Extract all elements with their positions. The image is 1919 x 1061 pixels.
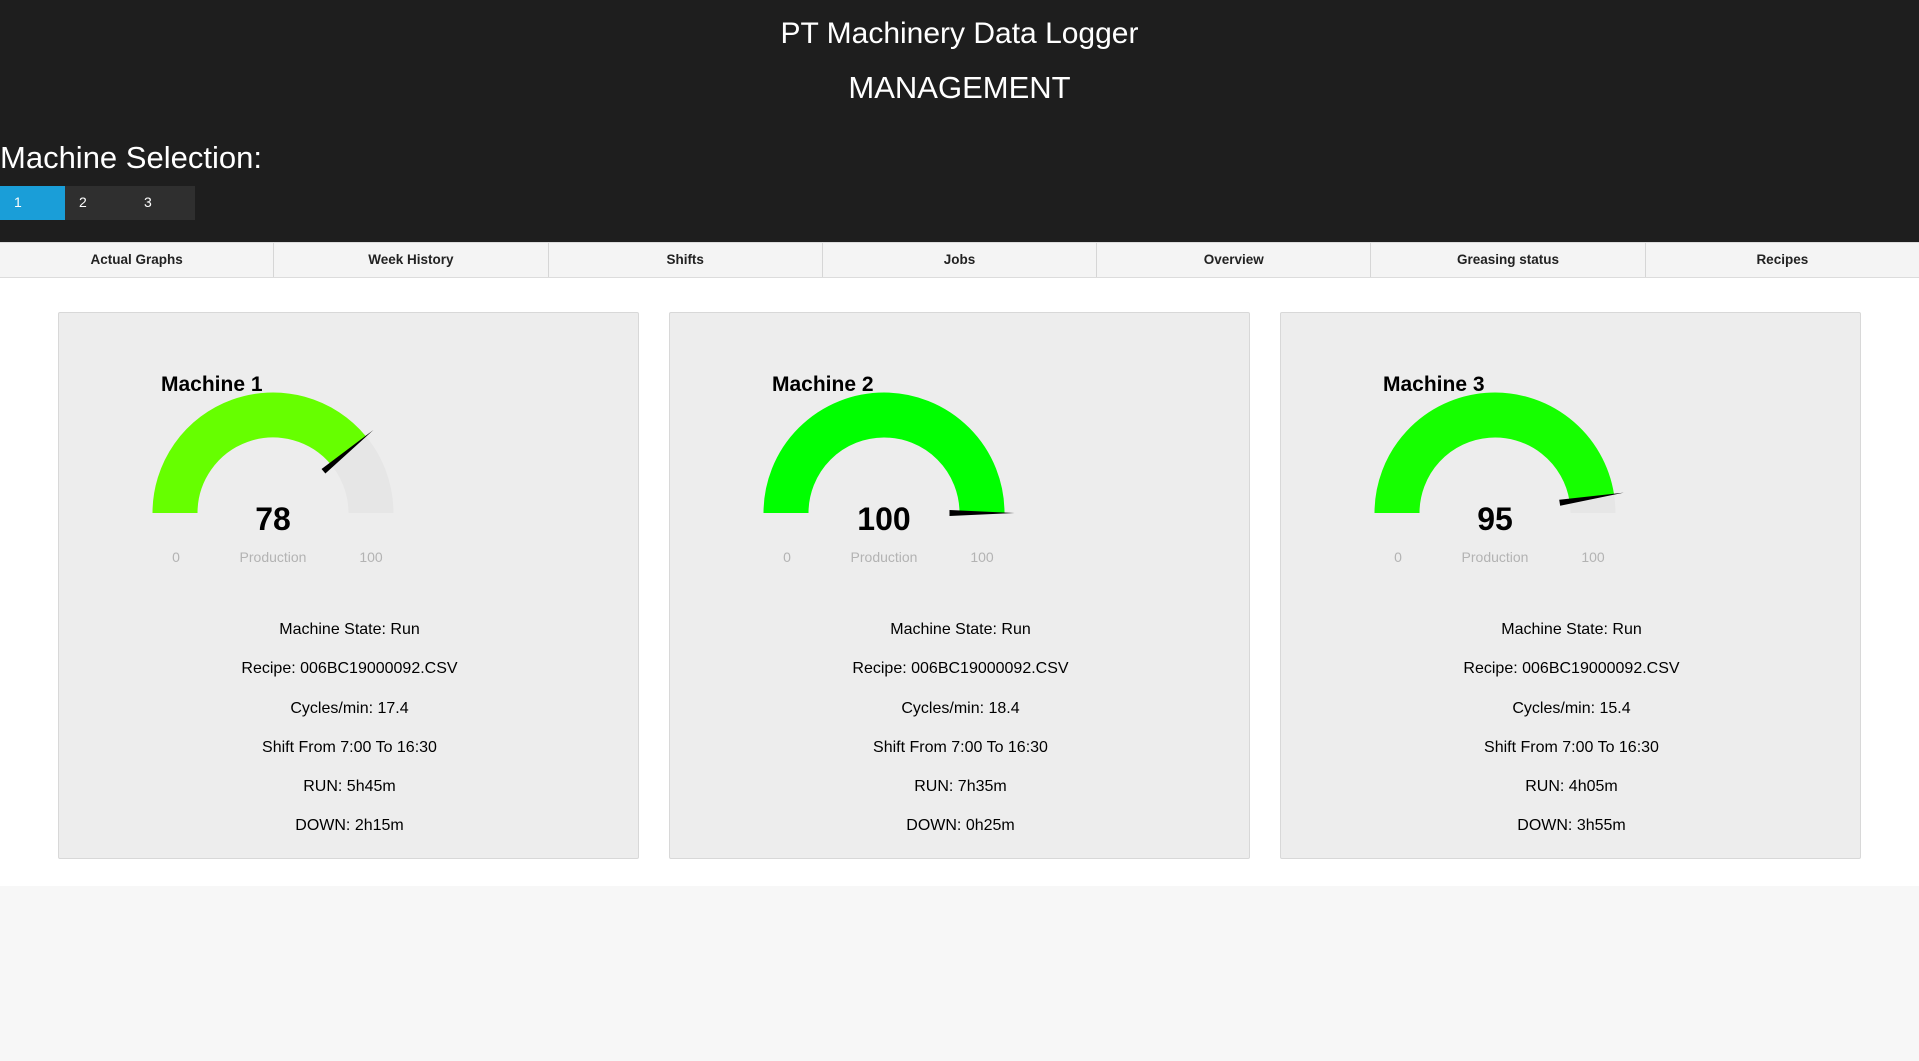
gauge-needle <box>321 429 374 474</box>
gauge-fill <box>1374 392 1615 514</box>
machine-info: Machine State: Run Recipe: 006BC19000092… <box>59 620 640 856</box>
tab-jobs[interactable]: Jobs <box>823 243 1098 277</box>
cycles-per-min: Cycles/min: 17.4 <box>290 699 409 717</box>
tab-shifts[interactable]: Shifts <box>549 243 823 277</box>
main-content: Machine 1 78 Production 0 100 Machine St… <box>0 278 1919 886</box>
gauge-min-label: 0 <box>172 549 180 565</box>
gauge-max-label: 100 <box>359 549 383 565</box>
down-time: DOWN: 2h15m <box>295 817 404 835</box>
machine-state: Machine State: Run <box>1501 621 1642 638</box>
machine-button-3[interactable]: 3 <box>130 186 195 220</box>
app-header: PT Machinery Data Logger MANAGEMENT Mach… <box>0 0 1919 242</box>
cycles-per-min: Cycles/min: 15.4 <box>1512 699 1631 717</box>
machine-title: Machine 2 <box>772 373 874 396</box>
run-time: RUN: 7h35m <box>914 778 1007 796</box>
gauge-min-label: 0 <box>783 549 791 565</box>
gauge-label: Production <box>240 549 307 565</box>
shift-text: Shift From 7:00 To 16:30 <box>1484 738 1659 756</box>
gauge-min-label: 0 <box>1394 549 1402 565</box>
machine-title: Machine 3 <box>1383 373 1485 396</box>
machine-title: Machine 1 <box>161 373 263 396</box>
cycles-per-min: Cycles/min: 18.4 <box>901 699 1020 717</box>
gauge-needle <box>1559 492 1624 506</box>
machine-card-2: Machine 2 100 Production 0 100 Machine S… <box>669 312 1250 859</box>
gauge-value: 95 <box>1477 501 1513 537</box>
gauge-value: 100 <box>857 501 910 537</box>
gauge-svg: 100 Production 0 100 <box>763 392 1015 565</box>
machine-selection-buttons: 1 2 3 <box>0 186 195 220</box>
recipe-text: Recipe: 006BC19000092.CSV <box>852 660 1069 678</box>
recipe-text: Recipe: 006BC19000092.CSV <box>1463 660 1680 678</box>
shift-text: Shift From 7:00 To 16:30 <box>873 738 1048 756</box>
machine-state: Machine State: Run <box>890 621 1031 638</box>
machine-info: Machine State: Run Recipe: 006BC19000092… <box>1281 620 1862 856</box>
gauge-label: Production <box>851 549 918 565</box>
machine-card-3: Machine 3 95 Production 0 100 Machine St… <box>1280 312 1861 859</box>
gauge-value: 78 <box>255 501 291 537</box>
tab-recipes[interactable]: Recipes <box>1756 252 1809 267</box>
app-subtitle: MANAGEMENT <box>848 70 1071 105</box>
production-gauge: 95 Production 0 100 <box>1311 392 1691 583</box>
tab-week-history[interactable]: Week History <box>274 243 549 277</box>
recipe-text: Recipe: 006BC19000092.CSV <box>241 660 458 678</box>
gauge-max-label: 100 <box>1581 549 1605 565</box>
tab-bar: Actual Graphs Week History Shifts Jobs O… <box>0 242 1919 278</box>
run-time: RUN: 4h05m <box>1525 778 1618 796</box>
shift-text: Shift From 7:00 To 16:30 <box>262 738 437 756</box>
tab-actual-graphs[interactable]: Actual Graphs <box>0 243 275 277</box>
down-time: DOWN: 3h55m <box>1517 817 1626 835</box>
down-time: DOWN: 0h25m <box>906 817 1015 835</box>
machine-button-2[interactable]: 2 <box>65 186 130 220</box>
tab-greasing-status[interactable]: Greasing status <box>1371 243 1646 277</box>
gauge-max-label: 100 <box>970 549 994 565</box>
machine-button-1[interactable]: 1 <box>0 186 65 220</box>
gauge-fill <box>152 392 366 514</box>
gauge-svg: 95 Production 0 100 <box>1374 392 1624 565</box>
gauge-svg: 78 Production 0 100 <box>152 392 394 565</box>
gauge-needle <box>949 510 1015 516</box>
production-gauge: 78 Production 0 100 <box>89 392 469 583</box>
gauge-fill <box>763 392 1005 514</box>
run-time: RUN: 5h45m <box>303 778 396 796</box>
machine-selection-label: Machine Selection: <box>0 140 262 175</box>
app-title: PT Machinery Data Logger <box>780 17 1139 50</box>
gauge-label: Production <box>1462 549 1529 565</box>
machine-card-1: Machine 1 78 Production 0 100 Machine St… <box>58 312 639 859</box>
production-gauge: 100 Production 0 100 <box>700 392 1080 583</box>
machine-info: Machine State: Run Recipe: 006BC19000092… <box>670 620 1251 856</box>
machine-state: Machine State: Run <box>279 621 420 638</box>
tab-overview[interactable]: Overview <box>1097 243 1372 277</box>
